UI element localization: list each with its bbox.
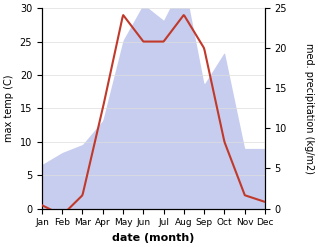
Y-axis label: med. precipitation (kg/m2): med. precipitation (kg/m2) xyxy=(304,43,314,174)
Y-axis label: max temp (C): max temp (C) xyxy=(4,75,14,142)
X-axis label: date (month): date (month) xyxy=(112,233,195,243)
